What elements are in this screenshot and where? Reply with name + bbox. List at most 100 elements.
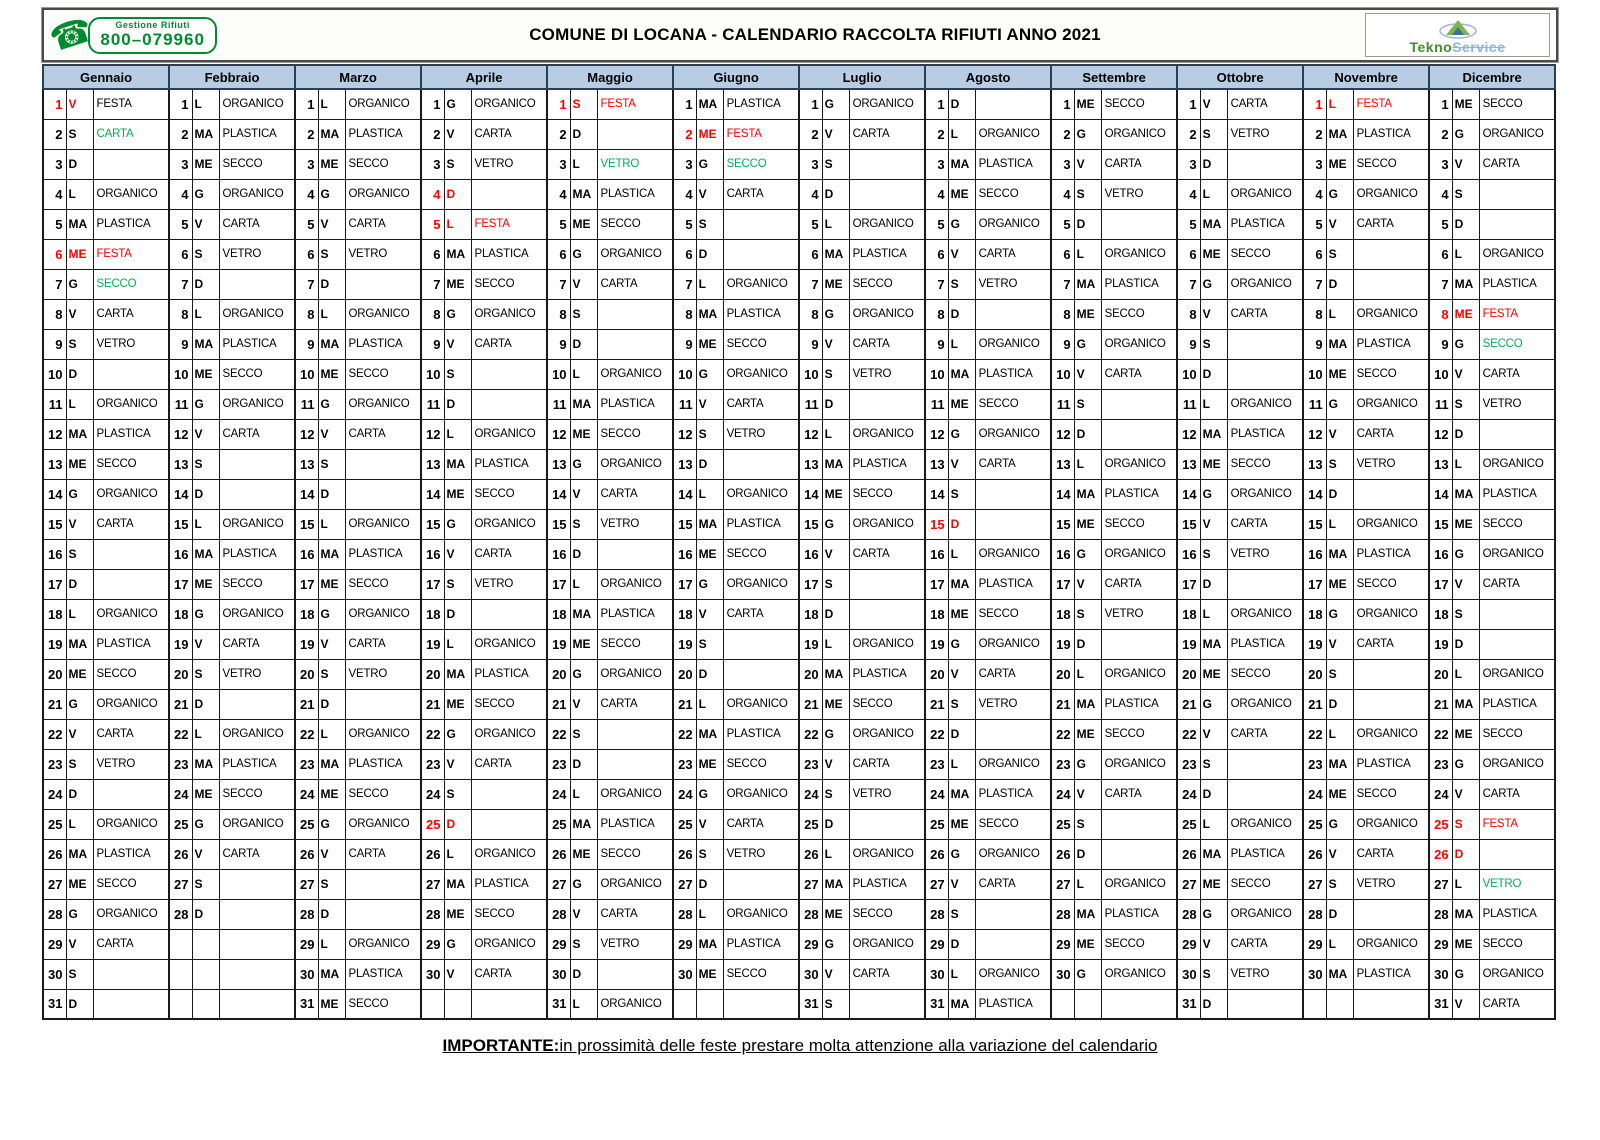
waste-type: ORGANICO: [470, 718, 549, 750]
day-number: 27: [546, 868, 571, 900]
weekday-abbr: D: [317, 268, 346, 300]
waste-type: PLASTICA: [722, 88, 801, 120]
day-number: 4: [1302, 178, 1327, 210]
weekday-abbr: V: [443, 328, 472, 360]
weekday-abbr: MA: [1073, 268, 1102, 300]
day-number: 14: [1302, 478, 1327, 510]
weekday-abbr: S: [947, 478, 976, 510]
waste-type: PLASTICA: [1226, 208, 1305, 240]
day-number: 7: [924, 268, 949, 300]
day-number: 3: [672, 148, 697, 180]
weekday-abbr: G: [1325, 808, 1354, 840]
day-number: 26: [168, 838, 193, 870]
day-number: 2: [798, 118, 823, 150]
weekday-abbr: G: [1199, 268, 1228, 300]
weekday-abbr: MA: [1325, 748, 1354, 780]
weekday-abbr: V: [1199, 508, 1228, 540]
waste-type: PLASTICA: [596, 808, 675, 840]
day-number: 17: [42, 568, 67, 600]
waste-type: [1226, 748, 1305, 780]
weekday-abbr: MA: [1325, 958, 1354, 990]
weekday-abbr: D: [947, 88, 976, 120]
waste-type: CARTA: [92, 508, 171, 540]
weekday-abbr: G: [317, 178, 346, 210]
weekday-abbr: S: [821, 568, 850, 600]
waste-type: ORGANICO: [1100, 748, 1179, 780]
day-number: 8: [42, 298, 67, 330]
day-number: 24: [294, 778, 319, 810]
day-number: 18: [546, 598, 571, 630]
weekday-abbr: L: [695, 688, 724, 720]
day-number: 23: [924, 748, 949, 780]
day-number: 13: [924, 448, 949, 480]
waste-type: [344, 868, 423, 900]
weekday-abbr: S: [1073, 178, 1102, 210]
weekday-abbr: L: [191, 88, 220, 120]
weekday-abbr: L: [443, 418, 472, 450]
weekday-abbr: D: [569, 538, 598, 570]
weekday-abbr: L: [65, 178, 94, 210]
waste-type: ORGANICO: [1226, 808, 1305, 840]
weekday-abbr: [1325, 988, 1354, 1020]
weekday-abbr: G: [443, 718, 472, 750]
weekday-abbr: D: [443, 388, 472, 420]
day-number: 21: [546, 688, 571, 720]
day-number: 26: [420, 838, 445, 870]
weekday-abbr: S: [1451, 808, 1480, 840]
day-number: 18: [1050, 598, 1075, 630]
weekday-abbr: MA: [821, 658, 850, 690]
day-number: 21: [1050, 688, 1075, 720]
waste-type: CARTA: [1100, 358, 1179, 390]
day-number: 26: [294, 838, 319, 870]
weekday-abbr: S: [317, 448, 346, 480]
weekday-abbr: V: [695, 598, 724, 630]
waste-type: CARTA: [974, 448, 1053, 480]
waste-type: [470, 808, 549, 840]
waste-type: [92, 358, 171, 390]
waste-type: SECCO: [1100, 718, 1179, 750]
waste-type: ORGANICO: [344, 178, 423, 210]
day-number: 1: [1302, 88, 1327, 120]
waste-type: CARTA: [1100, 778, 1179, 810]
weekday-abbr: D: [569, 958, 598, 990]
weekday-abbr: D: [1199, 358, 1228, 390]
day-number: 30: [1050, 958, 1075, 990]
weekday-abbr: L: [1451, 868, 1480, 900]
day-number: 27: [42, 868, 67, 900]
waste-type: ORGANICO: [92, 478, 171, 510]
waste-type: PLASTICA: [848, 238, 927, 270]
weekday-abbr: V: [569, 688, 598, 720]
weekday-abbr: L: [1325, 928, 1354, 960]
weekday-abbr: V: [695, 178, 724, 210]
waste-calendar-table: Gennaio Febbraio Marzo Aprile Maggio Giugno Lu…: [41, 64, 1557, 1020]
waste-type: SECCO: [92, 658, 171, 690]
weekday-abbr: MA: [1073, 478, 1102, 510]
day-number: 23: [168, 748, 193, 780]
calendar-row: 16 S 16 MA PLASTICA 16 MA PLASTICA 16 V CARTA 16 D 16…: [42, 538, 1557, 570]
calendar-row: 31 D 31 ME SECCO 31 L ORGANICO 31 S 31 MA PLASTICA 31…: [42, 988, 1557, 1020]
waste-type: [1100, 628, 1179, 660]
day-number: 13: [1428, 448, 1453, 480]
day-number: 18: [168, 598, 193, 630]
day-number: 31: [1176, 988, 1201, 1020]
waste-type: ORGANICO: [848, 508, 927, 540]
waste-type: [1352, 478, 1431, 510]
weekday-abbr: D: [821, 808, 850, 840]
waste-type: ORGANICO: [848, 718, 927, 750]
waste-type: SECCO: [974, 598, 1053, 630]
day-number: 3: [42, 148, 67, 180]
waste-type: ORGANICO: [722, 478, 801, 510]
day-number: 1: [798, 88, 823, 120]
waste-type: ORGANICO: [218, 598, 297, 630]
weekday-abbr: ME: [821, 268, 850, 300]
waste-type: ORGANICO: [218, 808, 297, 840]
day-number: 9: [924, 328, 949, 360]
waste-type: CARTA: [722, 388, 801, 420]
weekday-abbr: [443, 988, 472, 1020]
waste-type: ORGANICO: [848, 418, 927, 450]
day-number: 25: [420, 808, 445, 840]
waste-type: [1478, 178, 1557, 210]
waste-type: [1226, 358, 1305, 390]
calendar-row: 5 MA PLASTICA 5 V CARTA 5 V CARTA 5 L FESTA 5 ME SECCO…: [42, 208, 1557, 240]
waste-type: ORGANICO: [1352, 388, 1431, 420]
